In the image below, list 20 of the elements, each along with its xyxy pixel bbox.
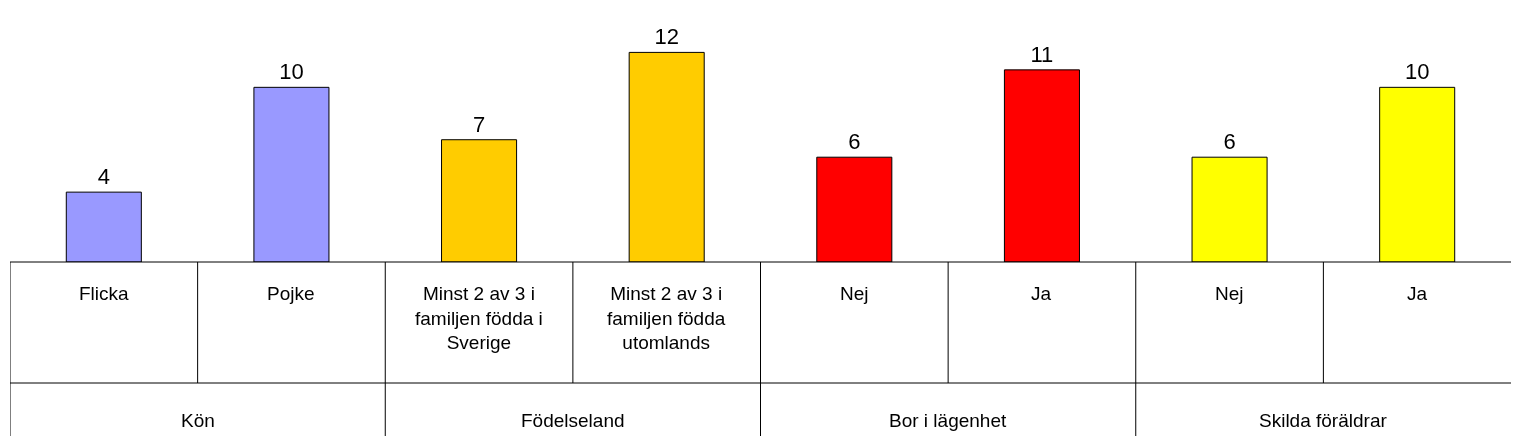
text: Kön	[181, 410, 215, 431]
x-tick-label: Ja	[1407, 283, 1428, 304]
x-tick-label: Nej	[840, 283, 869, 304]
data-label: 6	[848, 129, 861, 155]
x-tick-label: Flicka	[79, 283, 130, 304]
x-tick-label: Pojke	[267, 283, 315, 304]
data-label: 10	[279, 59, 304, 85]
data-label: 7	[472, 111, 486, 137]
x-tick-label: Nej	[1215, 283, 1244, 304]
data-label: 10	[1404, 59, 1430, 85]
text: Bor i lägenhet	[889, 410, 1007, 431]
data-label: 6	[1223, 129, 1236, 155]
data-label: 4	[97, 164, 110, 190]
x-tick-label: Minst 2 av 3 i familjen födda i Sverige	[415, 283, 543, 354]
text: Skilda föräldrar	[1259, 410, 1388, 431]
x-tick-label: Ja	[1031, 283, 1052, 304]
data-label: 11	[1030, 41, 1054, 67]
data-label: 12	[654, 24, 679, 50]
x-tick-label: Minst 2 av 3 i familjen födda utomlands	[607, 283, 726, 354]
text: Födelseland	[521, 410, 625, 431]
